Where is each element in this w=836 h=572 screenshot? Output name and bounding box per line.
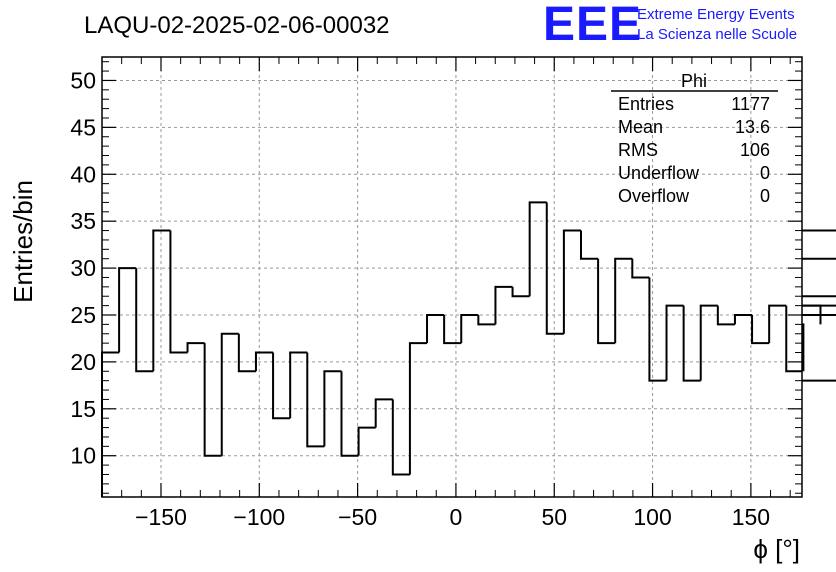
y-axis-title: Entries/bin [8,180,38,303]
histogram-bin [716,305,735,326]
histogram-bin [802,313,836,316]
histogram-bin [665,304,684,381]
x-tick-label: 0 [450,504,463,530]
stats-row-value: 106 [740,140,770,160]
histogram-bin [152,229,171,372]
branding-line-1: Extreme Energy Events [637,6,795,23]
histogram-bin [802,229,836,232]
plot-frame [101,56,803,498]
histogram-bin [802,379,836,382]
histogram-bin [220,332,239,456]
histogram-bin [391,399,410,476]
histogram-bin [426,313,445,344]
stats-row-label: Overflow [618,186,690,206]
histogram-bin [768,304,787,344]
chart-title: LAQU-02-2025-02-06-00032 [84,12,390,39]
grid [102,57,802,497]
eee-branding: EEE Extreme Energy Events La Scienza nel… [543,0,797,51]
stats-row-label: Underflow [618,163,700,183]
histogram-bin [357,426,376,456]
y-tick-label: 40 [70,161,96,187]
histogram-bin [648,277,667,382]
histogram-bin [631,258,650,279]
histogram-bin [443,314,462,345]
y-tick-label: 30 [70,255,96,281]
stats-row-label: Entries [618,94,674,114]
y-tick-label: 10 [70,443,96,469]
histogram-bin [237,333,256,373]
histogram-bin [511,286,530,298]
x-tick-label: 150 [732,504,770,530]
histogram-bin [374,398,393,428]
stats-row-label: Mean [618,117,663,137]
y-tick-labels: 10 15 20 25 30 35 40 45 50 [70,67,96,468]
histogram-bin [528,201,547,297]
histogram-bin [289,351,308,419]
x-axis-title: ϕ [°] [753,534,800,564]
stats-row-value: 1177 [731,94,770,114]
x-tick-label: −50 [338,504,377,530]
x-tick-label: −100 [233,504,285,530]
histogram-bin [597,258,616,345]
histogram-bin [135,268,154,373]
histogram-bin [562,229,581,334]
branding-line-2: La Scienza nelle Scuole [637,26,797,43]
axis-ticks [101,57,802,497]
histogram-bin [751,314,770,345]
histogram-bin [699,304,718,381]
histogram-bin [682,305,701,382]
histogram-bin [169,230,188,354]
stats-box: Phi Entries 1177 Mean 13.6 RMS 106 Underflow 0 O… [611,71,778,206]
stats-row-value: 13.6 [735,117,770,137]
x-tick-labels: −150 −100 −50 0 50 100 150 [135,504,770,530]
y-tick-label: 35 [70,208,96,234]
histogram-bin [614,257,633,344]
histogram-bin [802,295,836,298]
eee-logo: EEE [543,0,642,51]
histogram-bin [306,352,325,448]
histogram-bin [545,202,564,335]
stats-row-value: 0 [760,186,770,206]
histogram-bin [579,230,599,260]
histogram-bin [254,351,274,372]
histogram-bin [186,342,205,353]
histogram-bin [733,313,753,325]
histogram-bin [323,370,342,447]
histogram-bin [340,371,359,457]
histogram-bin [101,351,120,497]
histogram-bin [203,343,222,457]
histogram-bin [460,313,479,344]
histogram-bin [408,342,428,475]
histogram-bin [802,304,836,307]
y-tick-label: 50 [70,67,96,93]
stats-row-label: RMS [618,140,658,160]
x-tick-label: −150 [135,504,187,530]
y-tick-label: 20 [70,349,96,375]
histogram-bin [118,267,137,353]
stats-row-value: 0 [760,163,770,183]
x-tick-label: 50 [541,504,567,530]
histogram-bin [477,314,496,326]
stats-title: Phi [681,71,707,91]
histogram-bin [802,257,836,260]
y-tick-label: 45 [70,114,96,140]
histogram-bin [272,352,291,420]
x-tick-label: 100 [633,504,671,530]
histogram-bin [494,285,513,325]
stats-rows: Entries 1177 Mean 13.6 RMS 106 Underflow 0 Overf… [618,94,770,206]
y-tick-label: 15 [70,396,96,422]
y-tick-label: 25 [70,302,96,328]
histogram-series [101,201,836,497]
